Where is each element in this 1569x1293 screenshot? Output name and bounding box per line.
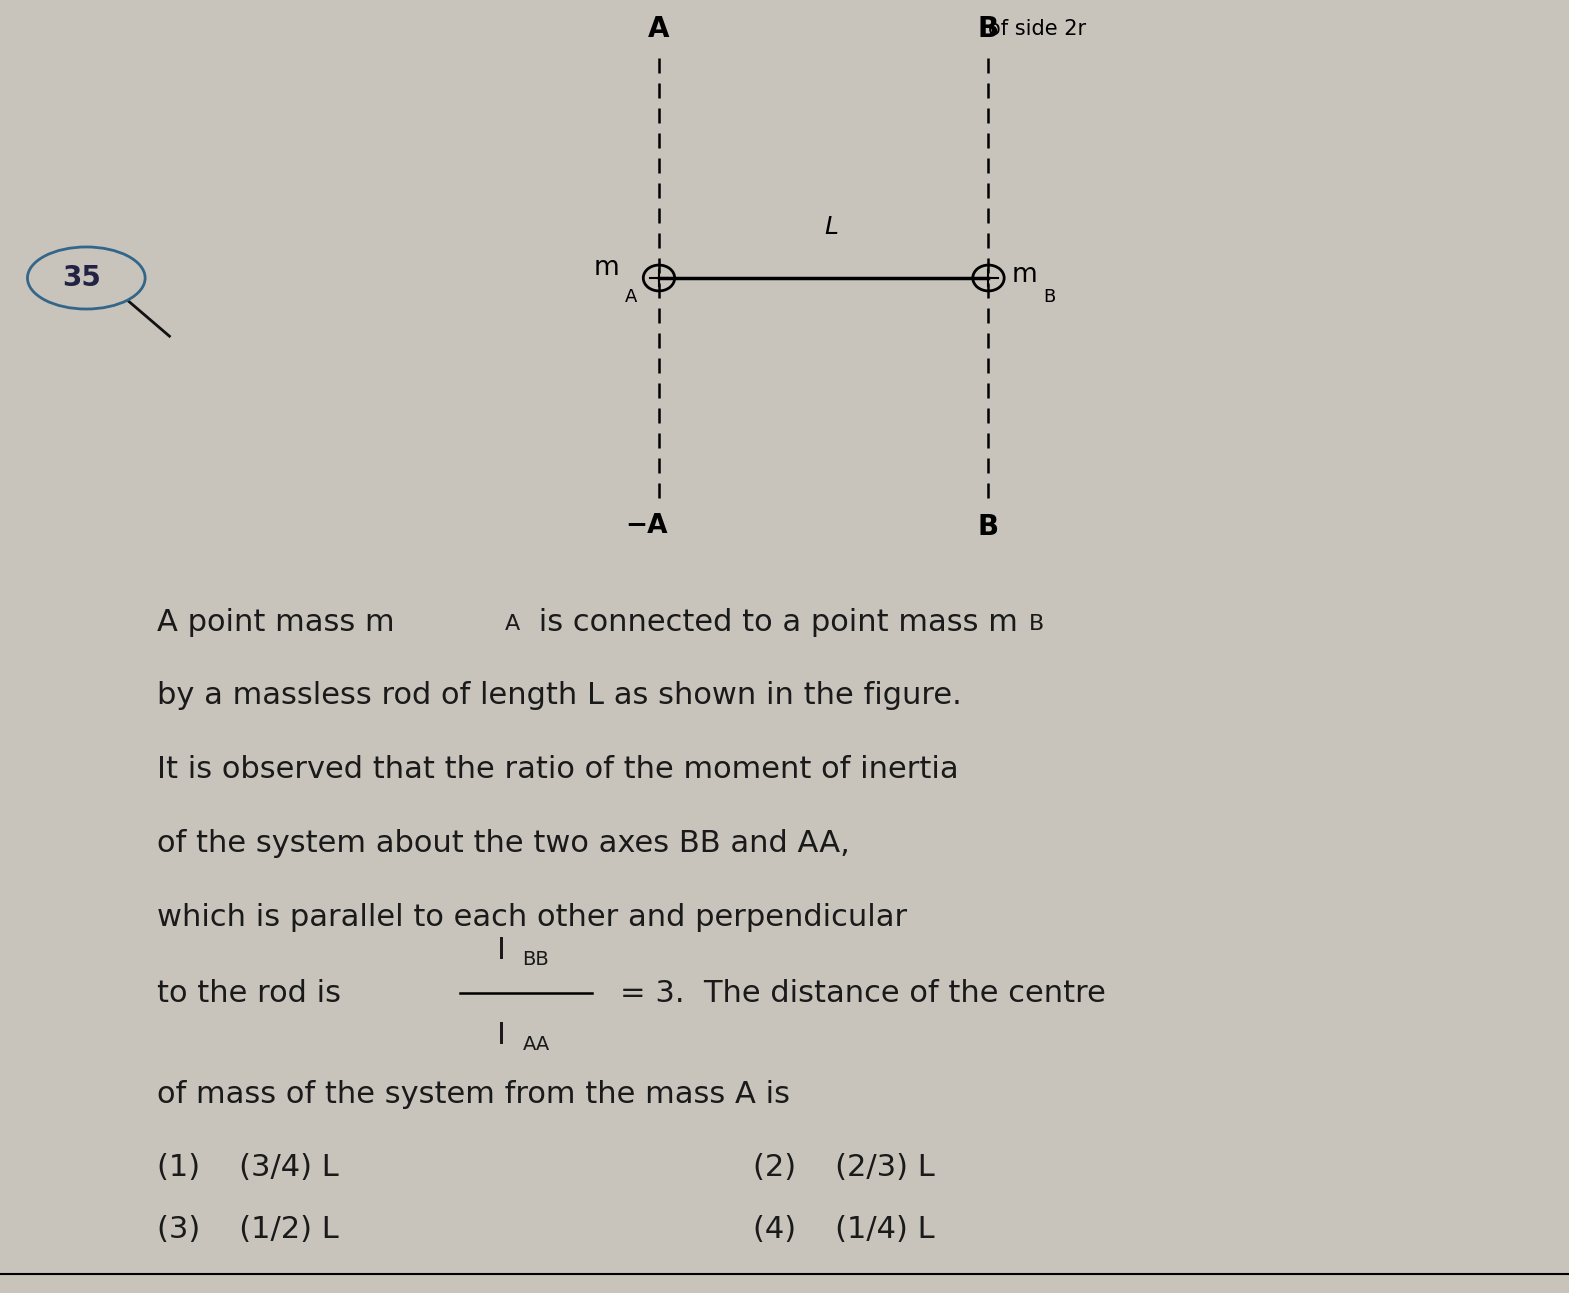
Text: 35: 35 <box>63 264 100 292</box>
Text: A: A <box>505 614 521 634</box>
Text: by a massless rod of length L as shown in the figure.: by a massless rod of length L as shown i… <box>157 681 962 710</box>
Text: B: B <box>1029 614 1045 634</box>
Text: is connected to a point mass m: is connected to a point mass m <box>529 608 1018 636</box>
Text: of the system about the two axes BB and AA,: of the system about the two axes BB and … <box>157 829 850 857</box>
Text: L: L <box>825 215 838 239</box>
Text: (3)    (1/2) L: (3) (1/2) L <box>157 1215 339 1244</box>
Text: B: B <box>977 14 999 43</box>
Text: (4)    (1/4) L: (4) (1/4) L <box>753 1215 935 1244</box>
Text: of mass of the system from the mass A is: of mass of the system from the mass A is <box>157 1080 789 1108</box>
Text: I: I <box>497 936 507 965</box>
Text: A point mass m: A point mass m <box>157 608 394 636</box>
Text: which is parallel to each other and perpendicular: which is parallel to each other and perp… <box>157 903 907 931</box>
Text: m: m <box>595 255 620 281</box>
Text: BB: BB <box>522 950 549 968</box>
Text: AA: AA <box>522 1036 549 1054</box>
Text: (1)    (3/4) L: (1) (3/4) L <box>157 1153 339 1182</box>
Text: m: m <box>1012 262 1037 288</box>
Text: −A: −A <box>624 513 668 539</box>
Text: to the rod is: to the rod is <box>157 979 340 1007</box>
Text: (2)    (2/3) L: (2) (2/3) L <box>753 1153 935 1182</box>
Text: It is observed that the ratio of the moment of inertia: It is observed that the ratio of the mom… <box>157 755 959 784</box>
Text: B: B <box>977 513 999 542</box>
Text: I: I <box>497 1021 507 1050</box>
Text: B: B <box>1043 288 1056 306</box>
Text: = 3.  The distance of the centre: = 3. The distance of the centre <box>620 979 1106 1007</box>
Text: A: A <box>624 288 637 306</box>
Text: A: A <box>648 14 670 43</box>
Text: of side 2r: of side 2r <box>988 19 1087 39</box>
